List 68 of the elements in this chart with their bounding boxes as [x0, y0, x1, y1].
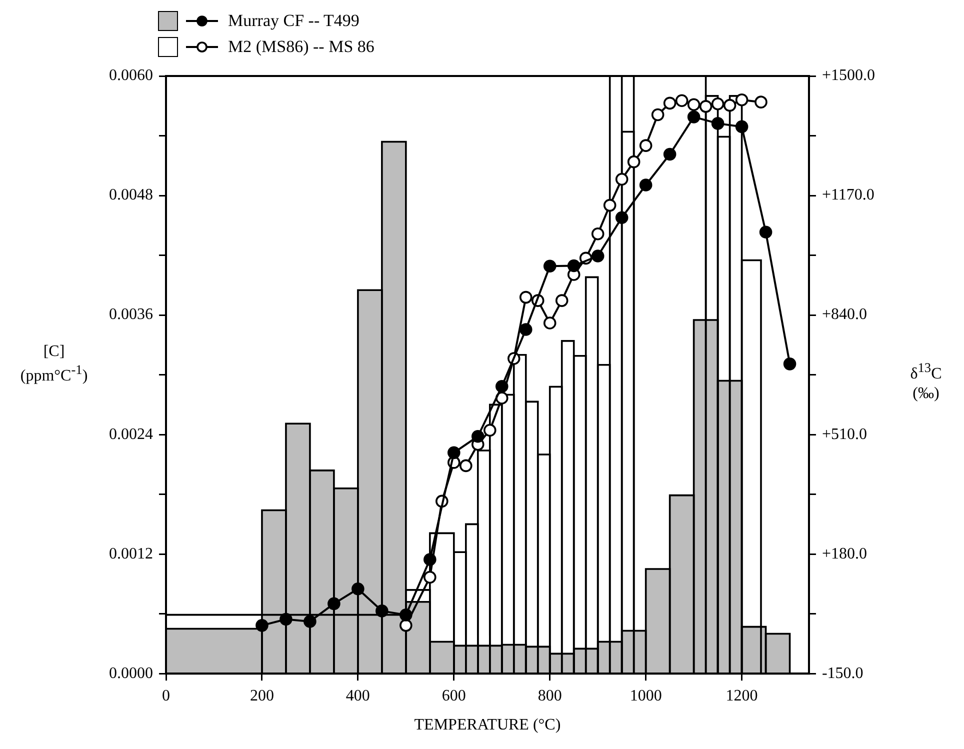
point — [400, 608, 412, 622]
point — [471, 430, 484, 443]
point — [555, 294, 568, 307]
point — [483, 424, 496, 437]
y-tick-label: 0.0036 — [109, 306, 153, 324]
point — [543, 316, 556, 330]
point — [567, 259, 580, 272]
point — [328, 597, 340, 610]
y-tick-label: 0.0000 — [109, 664, 153, 682]
point — [675, 94, 688, 108]
y2-tick-label: +1500.0 — [822, 67, 876, 84]
point — [543, 260, 556, 273]
point — [735, 120, 748, 134]
point — [783, 358, 796, 370]
y2-tick-label: -150.0 — [822, 664, 864, 682]
point — [519, 290, 532, 304]
y2-tick-label: +510.0 — [822, 426, 868, 443]
point — [376, 604, 388, 618]
x-tick-label: 0 — [162, 687, 170, 704]
point — [495, 380, 508, 393]
point — [448, 446, 460, 460]
x-tick-label: 1000 — [630, 687, 662, 704]
x-tick-label: 600 — [442, 687, 466, 704]
point — [711, 117, 724, 130]
point — [256, 619, 268, 632]
point — [459, 459, 472, 472]
point — [304, 615, 316, 628]
point — [400, 619, 412, 632]
point — [699, 100, 712, 113]
legend-label: M2 (MS86) -- MS 86 — [228, 37, 374, 57]
point — [615, 211, 628, 224]
point — [627, 155, 640, 168]
point — [591, 228, 604, 240]
y-tick-label: 0.0048 — [109, 186, 153, 204]
x-axis-title: TEMPERATURE (°C) — [414, 716, 561, 734]
x-tick-label: 800 — [538, 687, 562, 704]
y-axis-title: [C] (ppm°C$^{-1}$) — [19, 343, 89, 386]
point — [639, 139, 652, 152]
y-tick-label: 0.0024 — [109, 426, 153, 443]
point — [663, 96, 676, 110]
y-tick-label: 0.0060 — [109, 67, 153, 84]
x-tick-label: 1200 — [726, 687, 758, 704]
point — [591, 250, 604, 262]
y2-tick-label: +1170.0 — [822, 186, 874, 204]
y2-tick-label: +840.0 — [822, 306, 868, 324]
point — [639, 178, 652, 192]
point — [352, 582, 364, 596]
point — [519, 323, 532, 336]
point — [723, 98, 736, 112]
point — [759, 226, 772, 238]
point — [424, 570, 436, 584]
point — [735, 94, 748, 106]
y2-axis-title: δ$^{13}$C (‰) — [909, 359, 943, 404]
y2-tick-label: +180.0 — [822, 545, 868, 562]
point — [754, 96, 768, 108]
point — [603, 198, 616, 212]
point — [687, 110, 700, 124]
y-tick-label: 0.0012 — [109, 545, 153, 562]
x-tick-label: 400 — [346, 687, 370, 704]
x-tick-label: 200 — [250, 687, 274, 704]
point — [651, 108, 664, 122]
point — [280, 612, 292, 626]
point — [663, 148, 676, 161]
legend-label: Murray CF -- T499 — [228, 11, 360, 31]
point — [424, 553, 436, 566]
point — [687, 98, 700, 112]
point — [711, 97, 724, 110]
point — [615, 172, 628, 186]
